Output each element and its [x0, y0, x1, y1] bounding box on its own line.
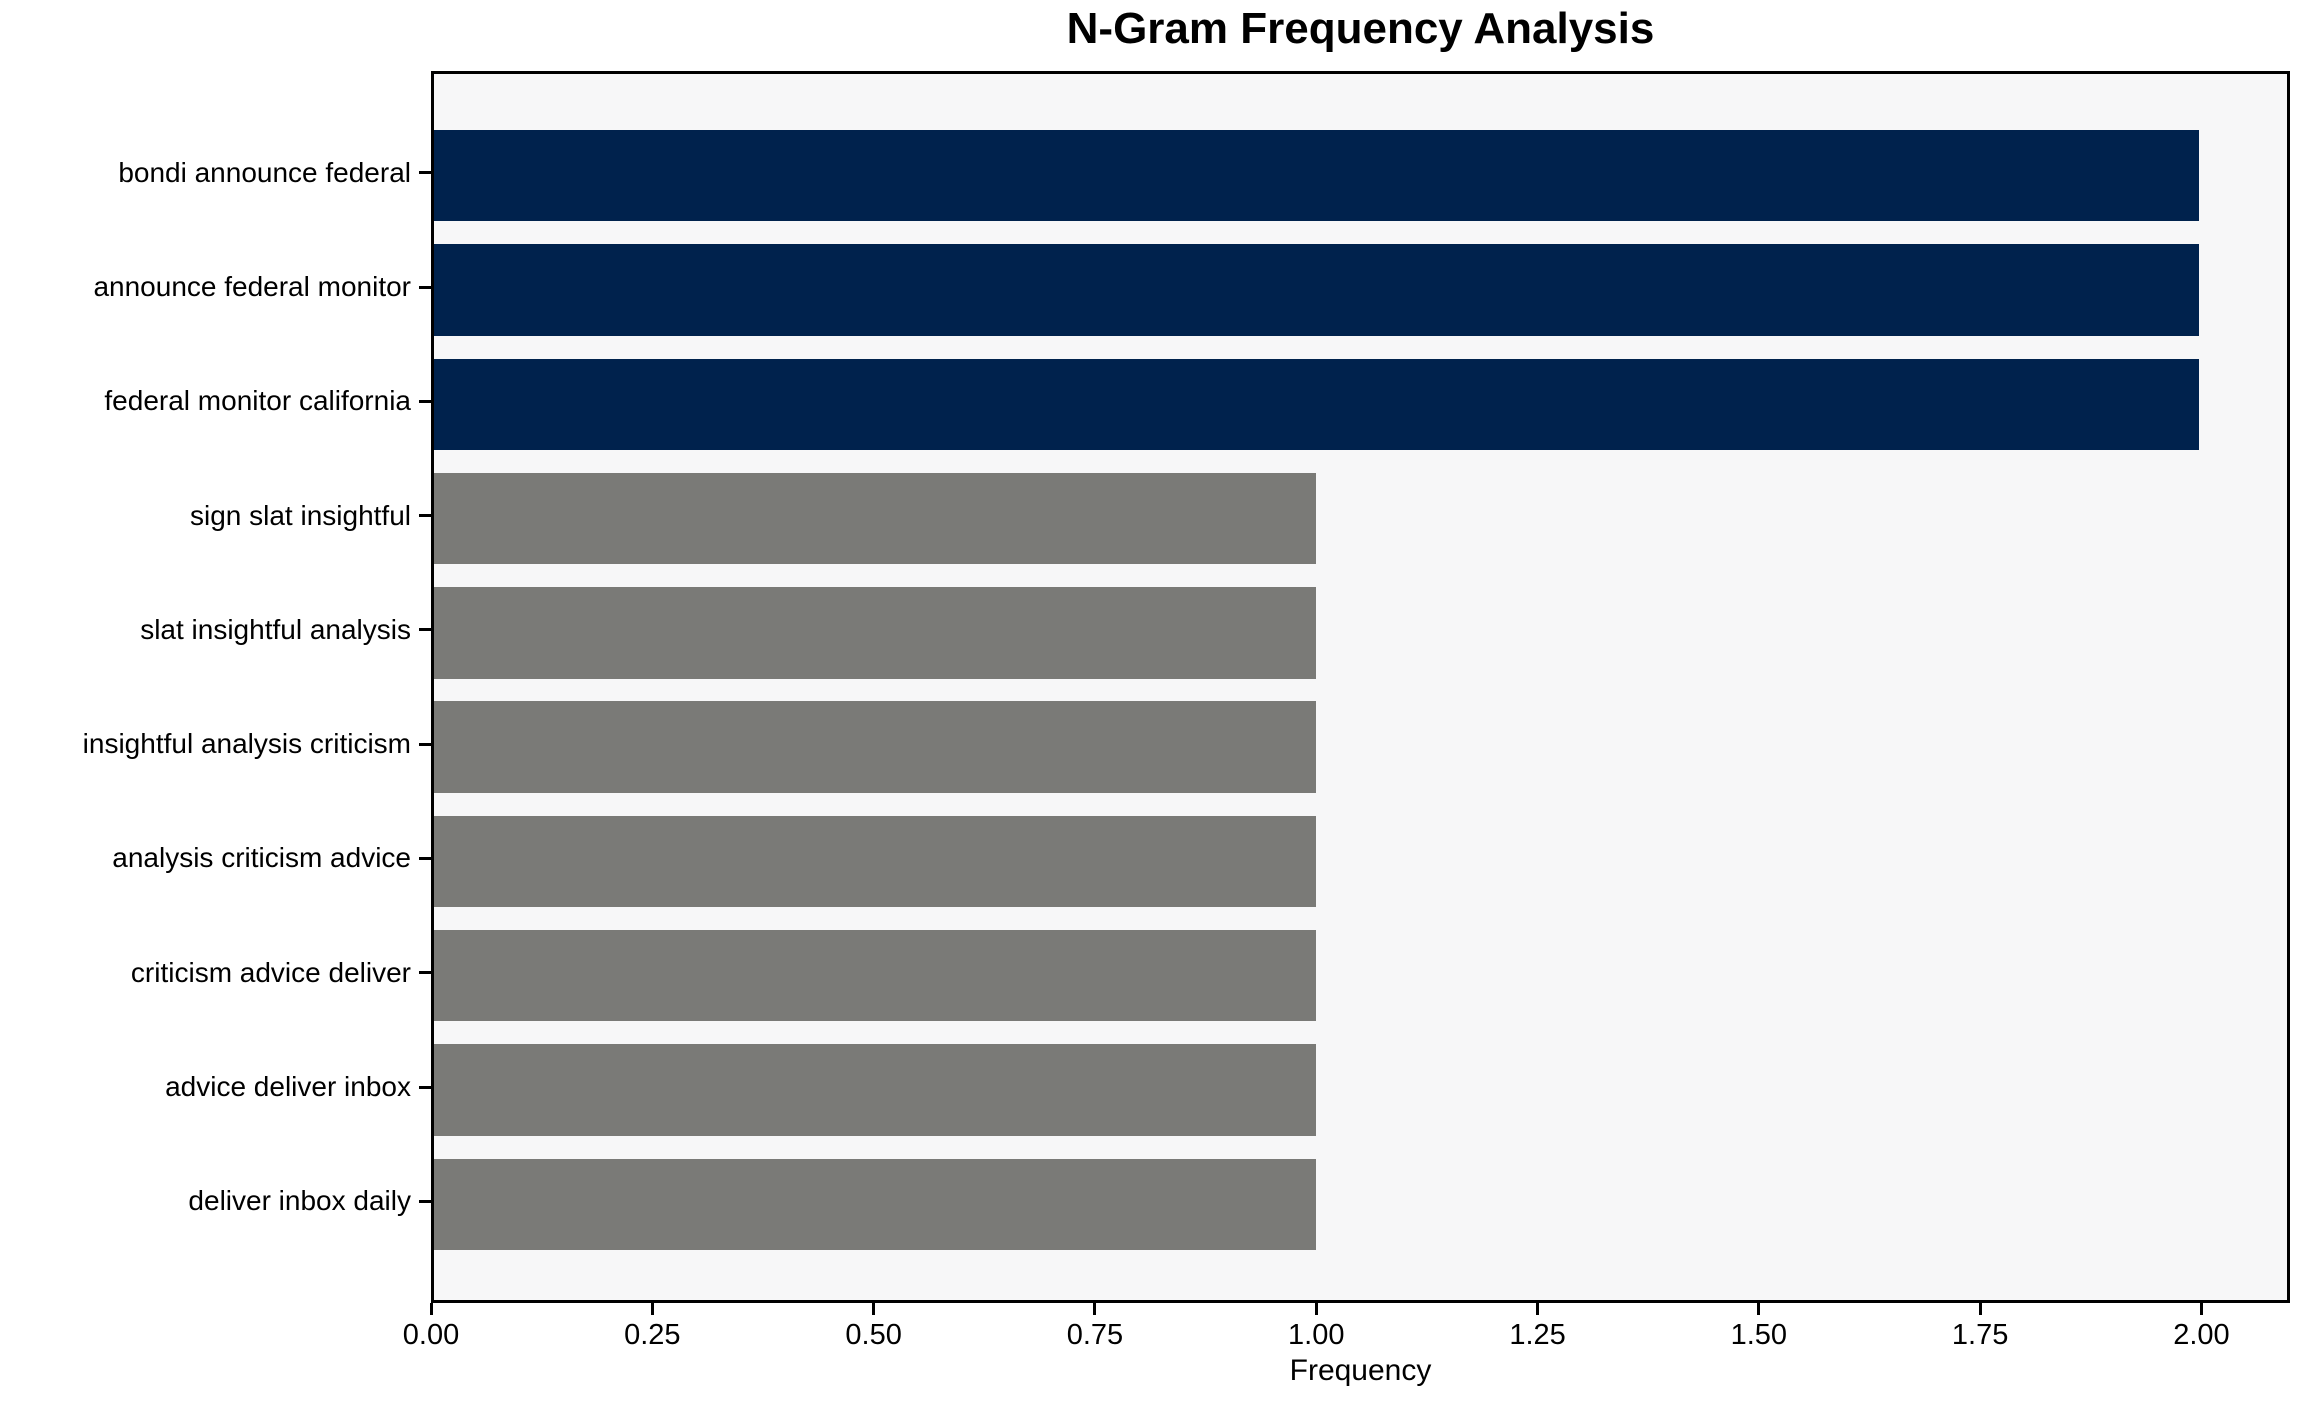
y-tick-label: slat insightful analysis — [140, 613, 411, 645]
x-tick-label: 0.75 — [1066, 1319, 1124, 1351]
plot-area — [431, 71, 2290, 1303]
y-tick-label: federal monitor california — [104, 385, 411, 417]
y-tick-label: announce federal monitor — [93, 271, 411, 302]
y-tick-mark — [419, 399, 431, 403]
chart-title: N-Gram Frequency Analysis — [1066, 4, 1655, 53]
bar — [434, 930, 1317, 1022]
x-tick-label: 1.50 — [1730, 1319, 1788, 1351]
bar — [434, 1044, 1317, 1136]
y-tick-mark — [419, 742, 431, 746]
y-tick-mark — [419, 171, 431, 175]
x-tick-mark — [429, 1303, 433, 1315]
y-tick-label: analysis criticism advice — [112, 842, 411, 874]
y-tick-mark — [419, 514, 431, 518]
bar — [434, 244, 2199, 336]
x-tick-label: 1.00 — [1288, 1319, 1345, 1351]
y-tick-mark — [419, 856, 431, 860]
bar — [434, 701, 1317, 793]
x-tick-label: 1.25 — [1509, 1319, 1566, 1351]
x-tick-mark — [2199, 1303, 2203, 1315]
x-tick-label: 0.25 — [624, 1319, 681, 1351]
y-tick-label: deliver inbox daily — [188, 1185, 411, 1217]
x-axis-title: Frequency — [1289, 1354, 1432, 1387]
bar — [434, 472, 1317, 565]
y-tick-mark — [419, 1085, 431, 1089]
y-tick-label: criticism advice deliver — [130, 956, 411, 988]
y-tick-label: insightful analysis criticism — [82, 728, 411, 760]
x-tick-label: 1.75 — [1951, 1319, 2009, 1351]
x-tick-mark — [872, 1303, 876, 1315]
bar — [434, 130, 2199, 222]
bar — [434, 358, 2199, 450]
y-tick-label: sign slat insightful — [189, 499, 411, 531]
bar — [434, 815, 1317, 908]
x-tick-mark — [1536, 1303, 1540, 1315]
y-tick-mark — [419, 1199, 431, 1203]
y-tick-label: advice deliver inbox — [165, 1071, 411, 1102]
x-tick-label: 0.00 — [402, 1319, 460, 1351]
x-tick-label: 2.00 — [2173, 1319, 2230, 1351]
x-tick-mark — [1757, 1303, 1761, 1315]
y-tick-mark — [419, 971, 431, 975]
x-tick-mark — [1978, 1303, 1982, 1315]
x-tick-mark — [650, 1303, 654, 1315]
y-tick-mark — [419, 628, 431, 632]
y-tick-mark — [419, 285, 431, 289]
bar — [434, 587, 1317, 679]
x-tick-mark — [1314, 1303, 1318, 1315]
bar — [434, 1158, 1317, 1250]
x-tick-label: 0.50 — [845, 1319, 902, 1351]
x-tick-mark — [1093, 1303, 1097, 1315]
y-tick-label: bondi announce federal — [118, 156, 411, 188]
